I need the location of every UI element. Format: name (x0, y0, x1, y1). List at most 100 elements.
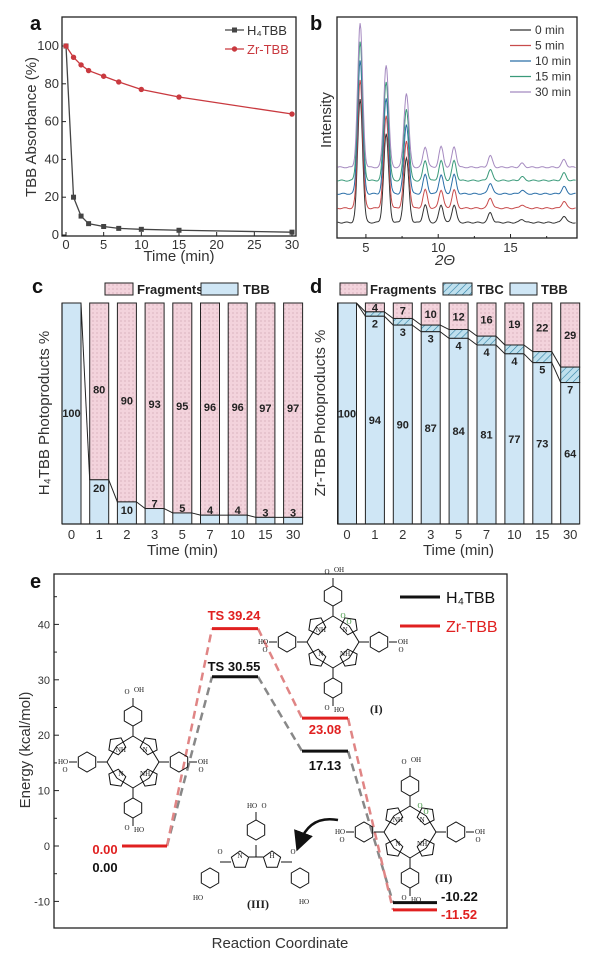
atom-label: O (340, 612, 345, 620)
bar-label-tbb: 100 (62, 408, 80, 420)
x-tick-label: 0 (68, 527, 75, 542)
atom-label: N (318, 650, 323, 658)
bar-label-fragments: 12 (452, 311, 464, 323)
connector-line (163, 508, 174, 514)
y-tick-label: 80 (45, 76, 59, 91)
atom-label: O (401, 894, 406, 902)
legend-label: 10 min (535, 54, 571, 68)
bond (148, 745, 160, 763)
bond (409, 805, 427, 817)
benzene-ring (400, 775, 420, 797)
legend-swatch (104, 282, 134, 296)
legend-label: 30 min (535, 85, 571, 99)
legend-swatch (509, 282, 538, 296)
bar-tbc (504, 344, 525, 355)
molecule-III-structure: HO O O O HO HO N H (193, 802, 310, 906)
benzene-ring (277, 631, 297, 653)
x-tick-label: 2 (123, 527, 130, 542)
bond (425, 815, 437, 833)
benzene-ring (169, 751, 189, 773)
bar-label-tbb: 77 (508, 434, 520, 446)
atom-label: NH (316, 626, 326, 634)
bar-label-tbb: 73 (536, 438, 548, 450)
bar-label-tbc: 7 (567, 385, 573, 397)
pyrrole-ring (139, 768, 158, 787)
energy-label: 23.08 (309, 722, 342, 737)
connector-line (80, 302, 91, 480)
bar-label-tbb: 7 (152, 499, 158, 511)
atom-label: OH (475, 828, 485, 836)
atom-label: N (237, 852, 242, 860)
panel-a: a 0 5 10 15 20 25 30 0 20 40 60 80 100 Time (min) TBB A… (23, 13, 299, 265)
data-point (63, 43, 69, 49)
pyrrole-ring (262, 850, 282, 868)
x-axis-label: Time (min) (143, 248, 214, 265)
bar-tbc (560, 366, 581, 384)
x-tick-label: 30 (286, 527, 300, 542)
atom-label: N (343, 626, 348, 634)
data-point (289, 229, 295, 235)
atom-label: NH (393, 816, 403, 824)
bar-label-fragments: 16 (480, 315, 492, 327)
bond (306, 625, 318, 643)
data-point (70, 54, 77, 61)
legend-swatch (442, 282, 473, 296)
atom-label: N (395, 840, 400, 848)
bar-label-tbb: 100 (338, 409, 356, 421)
data-point (116, 225, 122, 231)
dashed-connector (165, 676, 214, 847)
xrd-pattern-0 (337, 99, 576, 224)
bar-label-tbb: 4 (235, 505, 242, 517)
legend-label: 0 min (535, 23, 564, 37)
bar-label-tbb: 3 (290, 507, 296, 519)
connector-line (551, 362, 562, 383)
connector-line (439, 331, 450, 339)
atom-label: OH (398, 638, 408, 646)
bond (393, 805, 411, 817)
x-tick-label: 5 (455, 527, 462, 542)
series-line-0 (65, 45, 293, 233)
y-axis-label: Energy (kcal/mol) (17, 692, 34, 809)
bar-label-fragments: 96 (204, 402, 216, 414)
pyrrole-ring (416, 838, 435, 857)
panel-letter: e (30, 571, 41, 593)
bar-label-fragments: 19 (508, 319, 520, 331)
pyrrole-ring (339, 617, 358, 636)
bond (332, 615, 350, 627)
bar-label-tbb: 90 (397, 420, 409, 432)
bond (425, 831, 437, 849)
legend-label: TBB (243, 282, 270, 297)
energy-label: TS 39.24 (208, 608, 262, 623)
atom-label: OH (198, 758, 208, 766)
atom-label: HO (258, 638, 268, 646)
bar-label-tbb: 5 (179, 503, 185, 515)
bond (383, 831, 395, 849)
x-tick-label: 15 (258, 527, 272, 542)
plot-frame (336, 16, 578, 239)
atom-label: O (124, 688, 129, 696)
energy-label: 17.13 (309, 758, 342, 773)
structure-label-III: (III) (247, 897, 269, 911)
benzene-ring (446, 821, 466, 843)
legend-label: H₄TBB (446, 590, 495, 607)
atom-label: N (420, 816, 425, 824)
x-tick-label: 3 (151, 527, 158, 542)
bar-tbc (476, 335, 497, 346)
xrd-pattern-4 (337, 23, 576, 169)
x-axis-label: Time (min) (147, 542, 218, 559)
y-tick-label: 0 (44, 841, 50, 853)
y-axis-label: Zr-TBB Photoproducts % (312, 330, 329, 497)
legend-label: Zr-TBB (446, 619, 498, 636)
bar-label-tbc: 4 (511, 356, 518, 368)
data-point (71, 194, 77, 200)
x-tick-label: 10 (431, 240, 445, 255)
connector-line (108, 479, 118, 503)
x-tick-label: 1 (96, 527, 103, 542)
pyrrole-ring (108, 768, 127, 787)
atom-label: O (324, 568, 329, 576)
bar-tbc (532, 351, 553, 364)
atom-label: HO (58, 758, 68, 766)
x-tick-label: 20 (209, 237, 223, 252)
pyrrole-ring (230, 850, 250, 868)
bar-label-fragments: 10 (425, 309, 437, 321)
